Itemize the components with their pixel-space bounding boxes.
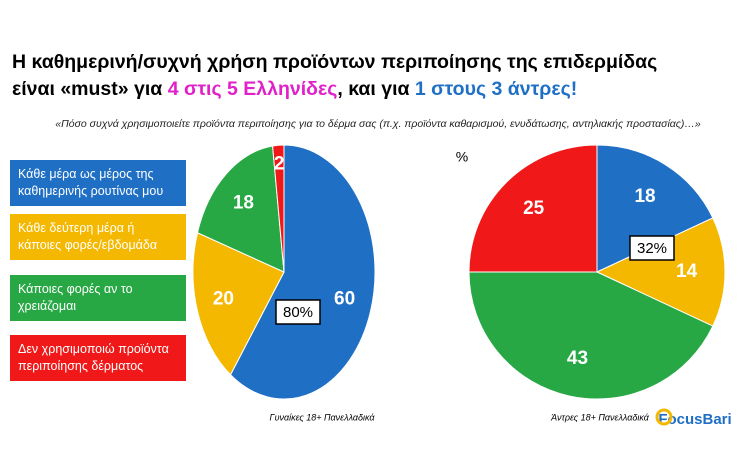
title-segment: Η καθημερινή/συχνή χρήση προϊόντων περιπ… [12, 51, 657, 73]
annotation-box [275, 299, 321, 325]
unit: % [456, 149, 468, 165]
pie-slice [596, 144, 714, 273]
caption: Άντρες 18+ Πανελλαδικά [550, 412, 650, 422]
slice-label: 2 [274, 153, 285, 174]
slice-label: 18 [233, 193, 254, 214]
title-line: είναι «must» για 4 στις 5 Ελληνίδες, και… [12, 78, 577, 100]
slice-label: 60 [334, 288, 355, 309]
logo: FocusBari [658, 411, 731, 428]
annotation: 80% [283, 304, 313, 321]
legend-item: Κάποιες φορές αν το χρειάζομαι [10, 275, 186, 321]
annotation: 32% [637, 240, 667, 257]
title-line: Η καθημερινή/συχνή χρήση προϊόντων περιπ… [12, 51, 657, 73]
legend-item: Κάθε δεύτερη μέρα ή κάποιες φορές/εβδομά… [10, 214, 186, 260]
pie-slice [196, 145, 285, 273]
pie-slice [468, 144, 598, 273]
logo-icon [655, 408, 673, 426]
slice-label: 25 [523, 198, 545, 219]
pie-slice [272, 144, 285, 273]
subtitle: «Πόσο συχνά χρησιμοποιείτε προϊόντα περι… [55, 118, 701, 130]
legend-item: Κάθε μέρα ως μέρος της καθημερινής ρουτί… [10, 160, 186, 206]
legend-item: Δεν χρησιμοποιώ προϊόντα περιποίησης δέρ… [10, 335, 186, 381]
title-segment: , και για [337, 78, 415, 100]
slice-label: 43 [567, 348, 588, 369]
pie-slice [468, 271, 714, 400]
title-segment: 1 στους 3 άντρες! [415, 78, 577, 100]
annotation-box [629, 235, 675, 261]
slice-label: 18 [634, 186, 655, 207]
title-segment: είναι «must» για [12, 78, 168, 100]
caption: Γυναίκες 18+ Πανελλαδικά [269, 412, 375, 422]
slice-label: 20 [213, 288, 234, 309]
pie-slice [595, 217, 726, 327]
title-segment: 4 στις 5 Ελληνίδες [168, 78, 338, 100]
pie-slice [192, 232, 285, 376]
pie-slice [229, 144, 376, 400]
slice-label: 14 [676, 261, 698, 282]
